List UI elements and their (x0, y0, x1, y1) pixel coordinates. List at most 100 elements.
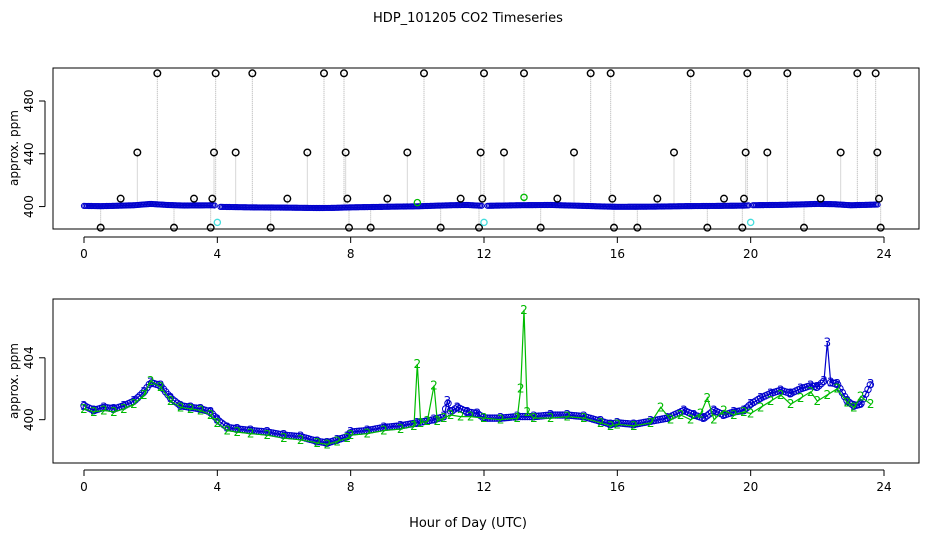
bottom-series-2-label: 2 (467, 410, 475, 424)
bottom-series-2-label: 2 (120, 402, 128, 416)
bottom-series-2-label: 2 (777, 388, 785, 402)
bottom-series-3-label: 3 (147, 376, 155, 390)
bottom-plot-box (52, 298, 920, 464)
bottom-series-3-label: 3 (824, 335, 832, 349)
top-spike-point (283, 194, 292, 203)
bottom-series-2-label: 2 (147, 374, 155, 388)
bottom-series-3-label: 3 (454, 400, 462, 414)
bottom-series-3-label: 3 (787, 386, 795, 400)
bottom-series-3-label: 3 (130, 394, 138, 408)
bottom-series-2-label: 2 (697, 406, 705, 420)
bottom-series-3-label: 3 (447, 405, 455, 419)
bottom-series-2-label: 2 (167, 394, 175, 408)
bottom-series-3-label: 3 (767, 386, 775, 400)
top-spike-point (608, 194, 617, 203)
x-axis-label: Hour of Day (UTC) (409, 516, 527, 531)
bottom-series-circle (859, 395, 868, 403)
bottom-series-2-label: 2 (677, 408, 685, 422)
bottom-series-3-label: 3 (740, 403, 748, 417)
bottom-series-3-label: 3 (720, 408, 728, 422)
bottom-series-2-label: 2 (434, 414, 442, 428)
bottom-series-3-label: 3 (397, 419, 405, 433)
bottom-series-3-label: 3 (444, 394, 452, 408)
bottom-x-tick-label: 20 (743, 480, 758, 494)
bottom-series-2-label: 2 (647, 416, 655, 430)
top-baseline-point (478, 202, 485, 209)
bottom-series-2-label: 2 (410, 419, 418, 433)
bottom-series-2-label: 2 (720, 403, 728, 417)
top-spike-point (208, 194, 217, 203)
top-spike-point (653, 194, 662, 203)
top-spike-point (116, 194, 125, 203)
bottom-series-3-label: 3 (347, 425, 355, 439)
bottom-series-circle (857, 399, 865, 408)
bottom-series-3-label: 3 (834, 377, 842, 391)
bottom-series-3-label: 3 (614, 416, 622, 430)
top-green-point (520, 193, 528, 202)
bottom-x-tick-label: 8 (347, 480, 355, 494)
bottom-series-2-label: 2 (197, 403, 205, 417)
top-spike-point (153, 69, 162, 78)
bottom-series-2-label: 2 (747, 406, 755, 420)
bottom-series-2-label: 2 (687, 413, 695, 427)
top-x-tick-label: 16 (610, 247, 625, 261)
top-spike-point (500, 148, 509, 157)
top-spike-point (520, 69, 529, 78)
bottom-series-3-label: 3 (167, 391, 175, 405)
bottom-series-3-label: 3 (607, 417, 615, 431)
top-spike-point (96, 223, 105, 232)
bottom-series-3-label: 3 (464, 405, 472, 419)
bottom-series-2-label: 2 (424, 414, 432, 428)
bottom-series-3-label: 3 (197, 402, 205, 416)
bottom-series-3-label: 3 (80, 399, 88, 413)
top-spike-point (720, 194, 729, 203)
bottom-series-2-label: 2 (730, 408, 738, 422)
bottom-series-2-label: 2 (90, 405, 98, 419)
bottom-x-tick-label: 16 (610, 480, 625, 494)
bottom-series-2-line (83, 309, 872, 446)
bottom-series-2-label: 2 (440, 411, 448, 425)
bottom-series-2-label: 2 (704, 391, 712, 405)
bottom-series-3-label: 3 (140, 385, 148, 399)
bottom-series-2-label: 2 (297, 433, 305, 447)
bottom-series-3-label: 3 (597, 414, 605, 428)
top-spike-point (586, 69, 595, 78)
bottom-series-3-label: 3 (297, 430, 305, 444)
bottom-y-axis-label: approx. ppm (7, 343, 21, 419)
top-spike-point (816, 194, 825, 203)
bottom-series-3-label: 3 (380, 420, 388, 434)
bottom-series-circle (817, 379, 826, 388)
top-spike-point (133, 148, 142, 157)
bottom-x-tick-label: 4 (214, 480, 222, 494)
bottom-series-2-label: 2 (234, 425, 242, 439)
bottom-series-2-label: 2 (787, 397, 795, 411)
bottom-series-3-label: 3 (647, 414, 655, 428)
bottom-series-2-label: 2 (710, 413, 718, 427)
bottom-series-3-label: 3 (264, 425, 272, 439)
bottom-series-2-label: 2 (667, 413, 675, 427)
top-green-point (413, 198, 422, 207)
bottom-series-2-label: 2 (380, 424, 388, 438)
top-spike-point (320, 69, 329, 78)
bottom-series-2-label: 2 (224, 424, 232, 438)
bottom-series-2-label: 2 (314, 436, 322, 450)
bottom-series-3-label: 3 (757, 391, 765, 405)
bottom-series-3-label: 3 (474, 406, 482, 420)
bottom-series-3-label: 3 (364, 424, 372, 438)
bottom-series-circle (742, 404, 751, 412)
figure-title: HDP_101205 CO2 Timeseries (373, 11, 563, 26)
bottom-series-2-label: 2 (757, 400, 765, 414)
bottom-series-2-label: 2 (607, 419, 615, 433)
top-spike-point (738, 223, 747, 232)
top-spike-point (436, 223, 445, 232)
top-spike-point (475, 223, 484, 232)
bottom-series-3-label: 3 (214, 413, 222, 427)
top-spike-point (703, 223, 712, 232)
top-spike-point (553, 194, 562, 203)
bottom-series-3-label: 3 (814, 380, 822, 394)
bottom-series-2-label: 2 (214, 416, 222, 430)
bottom-series-2-label: 2 (834, 382, 842, 396)
bottom-series-3-label: 3 (630, 417, 638, 431)
bottom-series-2-label: 2 (187, 402, 195, 416)
bottom-series-2-label: 2 (100, 403, 108, 417)
